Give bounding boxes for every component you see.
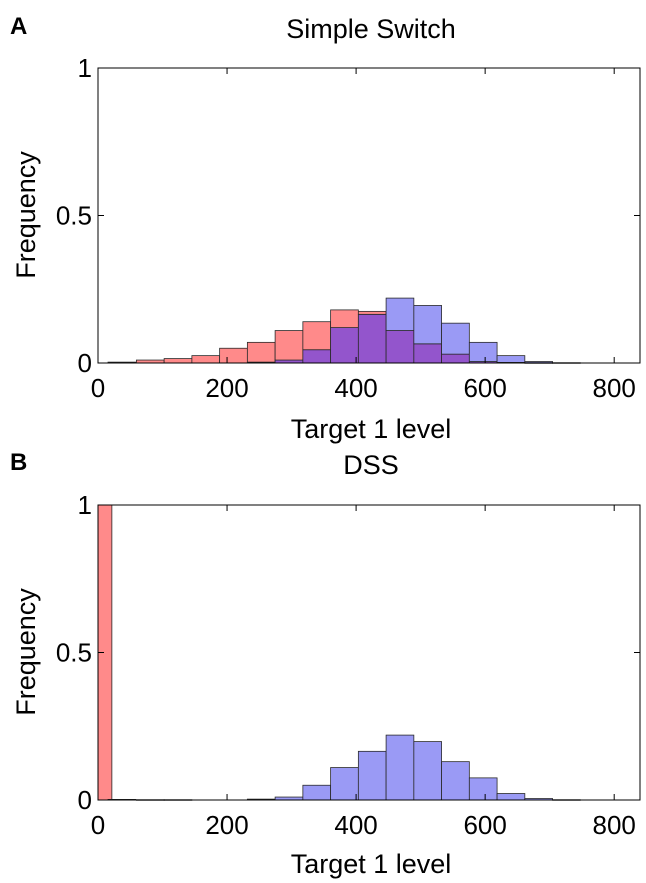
panel-a-red-bar xyxy=(191,355,221,364)
panel-b-blue-bar xyxy=(302,784,332,801)
panel-b-ylabel: Frequency xyxy=(11,588,41,716)
panel-a-xlabel: Target 1 level xyxy=(291,414,452,444)
panel-b-xlabel: Target 1 level xyxy=(291,849,452,879)
panel-a-xtick-label: 200 xyxy=(205,373,248,403)
panel-a-xtick-label: 0 xyxy=(91,373,105,403)
panel-a-red-bar xyxy=(246,341,276,363)
panel-b-xtick-label: 400 xyxy=(334,810,377,840)
panel-b-blue-bar xyxy=(330,767,359,801)
panel-b-letter: B xyxy=(10,449,27,476)
panel-a-blue-bar xyxy=(468,341,498,362)
panel-a-blue-bar xyxy=(496,355,526,363)
panel-a-xtick-label: 600 xyxy=(463,373,506,403)
panel-b-blue-bar xyxy=(385,734,415,801)
panel-a-red-bar xyxy=(219,347,248,364)
panel-a-red-bar xyxy=(302,321,332,351)
panel-b-ytick-label: 0 xyxy=(78,785,92,815)
panel-a-letter: A xyxy=(10,13,27,40)
panel-a-red-bar xyxy=(163,358,193,364)
panel-a-overlap-bar xyxy=(357,313,387,364)
panel-a-blue-bar xyxy=(385,297,415,331)
panel-a-overlap-bar xyxy=(385,330,415,364)
panel-a-overlap-bar xyxy=(330,327,359,364)
panel-a: A Simple Switch 0 200 400 600 800 0 0.5 1 Targe… xyxy=(10,13,641,444)
panel-a-xtick-label: 800 xyxy=(592,373,635,403)
panel-b-blue-bar xyxy=(357,750,387,801)
panel-a-ticks: 0 200 400 600 800 0 0.5 1 xyxy=(56,53,640,403)
panel-b-blue-bar xyxy=(413,741,442,801)
panel-a-title: Simple Switch xyxy=(286,14,456,44)
panel-b-blue-bar xyxy=(496,793,526,801)
panel-b-ytick-label: 0.5 xyxy=(56,638,92,668)
panel-b-xtick-label: 0 xyxy=(91,810,105,840)
panel-b-blue-bar xyxy=(441,761,470,801)
panel-a-overlap-bar xyxy=(413,343,442,364)
panel-a-bars xyxy=(107,297,581,364)
panel-b-ytick-label: 1 xyxy=(78,490,92,520)
panel-b-title: DSS xyxy=(343,450,399,480)
panel-a-red-bar xyxy=(274,330,304,361)
panel-a-red-bar xyxy=(330,309,359,328)
panel-a-ytick-label: 0.5 xyxy=(56,201,92,231)
panel-b-xtick-label: 600 xyxy=(463,810,506,840)
panel-a-ytick-label: 0 xyxy=(78,348,92,378)
panel-a-blue-bar xyxy=(441,322,470,355)
panel-a-xtick-label: 400 xyxy=(334,373,377,403)
panel-b-xtick-label: 800 xyxy=(592,810,635,840)
panel-b-bars xyxy=(97,504,581,801)
panel-b-ticks: 0 200 400 600 800 0 0.5 1 xyxy=(56,490,640,840)
panel-a-blue-bar xyxy=(413,305,442,345)
panel-b-xtick-label: 200 xyxy=(205,810,248,840)
panel-a-ytick-label: 1 xyxy=(78,53,92,83)
panel-a-ylabel: Frequency xyxy=(11,151,41,279)
panel-a-overlap-bar xyxy=(302,349,332,364)
panel-a-red-bar xyxy=(357,310,387,315)
panel-b-blue-bar xyxy=(468,777,498,801)
panel-a-overlap-bar xyxy=(441,353,470,364)
